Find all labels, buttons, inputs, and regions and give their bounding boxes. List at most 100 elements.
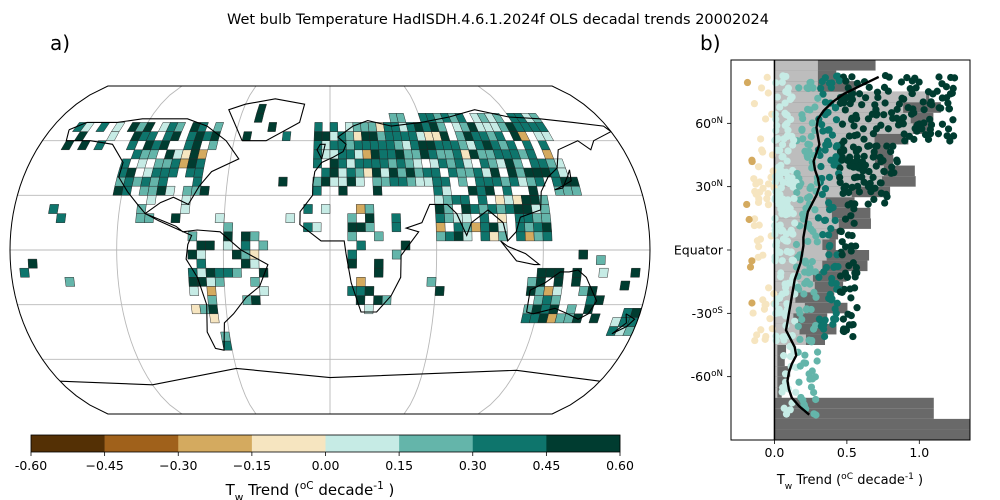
trend-point [877,179,885,187]
trend-point [796,335,804,344]
colorbar-label: Tw Trend (oC decade-1 ) [225,480,395,500]
grid-box [173,122,187,132]
trend-point [835,77,843,85]
trend-point [750,100,759,108]
grid-box [346,149,356,160]
trend-point [860,166,868,174]
grid-box [347,249,357,260]
colorbar-segment [31,435,105,452]
grid-box [423,176,434,187]
grid-box [430,167,441,178]
trend-point [851,132,859,140]
trend-point [827,84,835,92]
grid-box [553,277,564,287]
grid-box [460,204,472,214]
trend-point [807,225,815,233]
trend-point [881,199,889,207]
colorbar-tick-label: −0.45 [85,458,123,473]
grid-box [372,185,383,196]
trend-point [880,167,888,176]
trend-point [899,114,907,122]
trend-point [935,73,943,81]
trend-point [829,320,837,328]
colorbar-tick-label: 0.00 [312,458,340,473]
grid-box [209,313,220,324]
grid-box [110,122,126,132]
grid-box [371,167,382,178]
grid-box [593,295,605,305]
trend-point [799,135,807,143]
grid-box [249,258,260,269]
trend-point [818,190,826,199]
trend-point [754,242,763,251]
trend-point [782,230,791,238]
trend-point [782,211,790,219]
trend-point [901,137,909,145]
trend-point [893,114,901,122]
land-fraction-bar [774,70,818,82]
grid-box [469,204,480,214]
colorbar-segment [104,435,179,452]
trend-point [855,90,864,98]
trend-point [841,106,849,114]
trend-point [920,119,928,127]
grid-box [374,231,384,242]
trend-point [845,132,853,140]
extent-bar [774,323,837,335]
trend-point [778,167,786,176]
coastline [299,109,613,313]
grid-box [193,167,205,178]
trend-point [772,79,780,87]
coastline [611,313,636,335]
grid-box [337,149,347,160]
extent-bar [774,376,788,388]
trend-point [839,325,848,333]
grid-box [196,267,207,278]
trend-point [796,309,804,318]
trend-point [765,284,773,292]
trend-point [753,331,761,339]
zonal-trend-plot: 0.0 0.5 1.0 60oN 30oN Equator -30oS -60oN [674,59,971,460]
grid-box [346,167,356,178]
trend-point [807,383,816,391]
trend-point [842,77,850,85]
grid-box [214,213,225,223]
grid-box [542,231,553,242]
grid-box [386,149,397,160]
grid-box [451,195,462,205]
grid-box [356,222,366,233]
grid-box [489,167,501,178]
trend-point [850,174,859,182]
trend-point [803,151,811,160]
grid-box [532,295,544,305]
trend-point [789,183,797,191]
grid-box [434,286,445,296]
trend-point [746,263,755,271]
grid-box [570,277,582,287]
trend-point [778,141,787,149]
trend-point [811,373,819,381]
grid-box [433,195,444,205]
trend-point [801,257,810,265]
coastline [554,169,572,191]
trend-point [850,284,859,292]
grid-box [355,286,366,296]
grid-box [363,167,373,178]
trend-point [831,104,840,112]
grid-box [199,185,210,196]
grid-box [374,258,384,269]
trend-point [819,90,827,98]
grid-box [462,158,474,169]
trend-point [825,173,834,181]
trend-point [839,189,847,198]
trend-point [849,332,857,341]
grid-box [126,122,141,132]
trend-point [748,157,756,166]
grid-box [196,249,206,260]
grid-box [214,267,225,278]
trend-point [795,84,803,92]
trend-point [794,322,802,330]
trend-point [843,273,852,281]
trend-point [884,87,892,95]
grid-box [426,277,437,287]
